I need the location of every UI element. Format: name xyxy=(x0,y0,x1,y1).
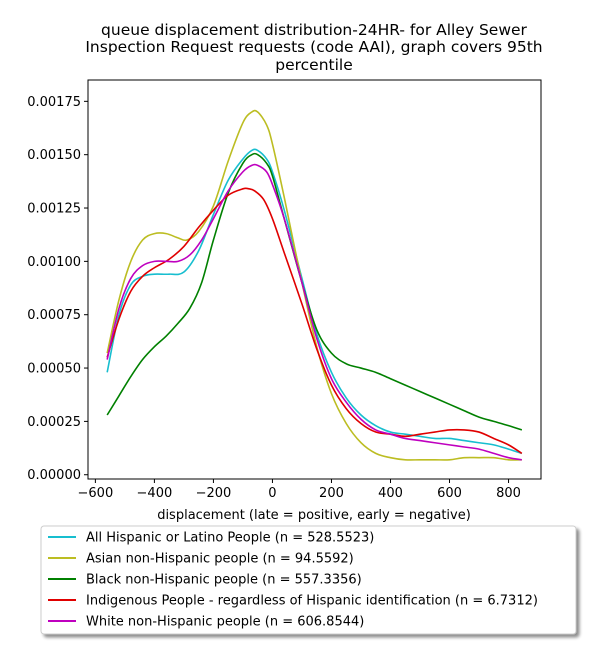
y-tick-label: 0.00175 xyxy=(27,95,81,110)
x-axis: −600 −400 −200 0 200 400 600 800 xyxy=(78,479,521,501)
x-tick-label: 600 xyxy=(437,486,462,501)
legend-label-4: Indigenous People - regardless of Hispan… xyxy=(86,594,538,609)
x-tick-label: 0 xyxy=(268,486,276,501)
legend-box xyxy=(40,525,577,635)
y-tick-label: 0.00000 xyxy=(27,468,81,483)
x-tick-label: 200 xyxy=(319,486,344,501)
series-line-3 xyxy=(106,152,523,431)
x-tick-label: −200 xyxy=(196,486,232,501)
x-tick-label: −600 xyxy=(78,486,114,501)
legend-label-1: All Hispanic or Latino People (n = 528.5… xyxy=(86,531,374,546)
y-tick-label: 0.00100 xyxy=(27,255,81,270)
x-tick-label: 400 xyxy=(378,486,403,501)
series-line-2 xyxy=(106,109,522,461)
chart-title-line-1: queue displacement distribution-24HR- fo… xyxy=(101,21,528,39)
plot-frame xyxy=(87,79,542,480)
legend-label-3: Black non-Hispanic people (n = 557.3356) xyxy=(86,573,362,588)
series-line-5 xyxy=(106,163,522,461)
y-axis: 0.00000 0.00025 0.00050 0.00075 0.00100 0.001… xyxy=(27,95,88,483)
y-tick-label: 0.00025 xyxy=(27,415,81,430)
legend-label-2: Asian non-Hispanic people (n = 94.5592) xyxy=(86,552,354,567)
chart-title-line-3: percentile xyxy=(275,56,353,74)
legend: All Hispanic or Latino People (n = 528.5… xyxy=(40,525,577,635)
series-line-4 xyxy=(106,187,523,455)
x-axis-label: displacement (late = positive, early = n… xyxy=(157,508,471,523)
x-tick-label: −400 xyxy=(137,486,173,501)
legend-label-5: White non-Hispanic people (n = 606.8544) xyxy=(86,615,364,630)
y-tick-label: 0.00150 xyxy=(27,148,81,163)
series-lines xyxy=(106,109,523,461)
y-tick-label: 0.00050 xyxy=(27,362,81,377)
y-tick-label: 0.00075 xyxy=(27,308,81,323)
chart-title: queue displacement distribution-24HR- fo… xyxy=(85,21,542,74)
series-line-1 xyxy=(106,148,523,455)
chart-title-line-2: Inspection Request requests (code AAI), … xyxy=(85,38,542,56)
x-tick-label: 800 xyxy=(496,486,521,501)
y-tick-label: 0.00125 xyxy=(27,202,81,217)
